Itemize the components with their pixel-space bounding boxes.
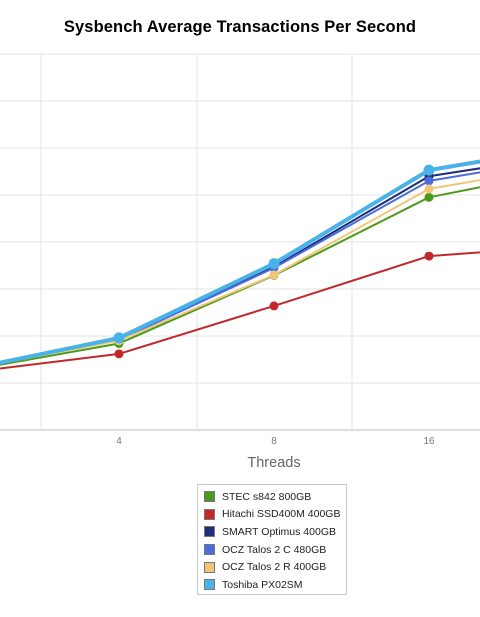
data-point-hitachi-ssd400m-400gb <box>424 251 434 261</box>
x-axis-title: Threads <box>247 455 301 471</box>
data-point-ocz-talos-2-r-400gb <box>424 184 434 194</box>
data-point-ocz-talos-2-c-480gb <box>424 176 434 186</box>
legend-item: STEC s842 800GB <box>204 488 346 506</box>
data-point-hitachi-ssd400m-400gb <box>269 301 279 311</box>
x-tick-label: 16 <box>423 436 435 447</box>
legend-item: Toshiba PX02SM <box>204 576 346 594</box>
data-point-toshiba-px02sm <box>423 164 435 176</box>
data-point-toshiba-px02sm <box>268 258 280 270</box>
line-chart: 4 8 16 <box>0 53 480 447</box>
legend-item: OCZ Talos 2 R 400GB <box>204 558 346 576</box>
data-point-ocz-talos-2-r-400gb <box>269 270 279 280</box>
legend-swatch <box>204 526 215 538</box>
legend-label: OCZ Talos 2 R 400GB <box>222 561 327 574</box>
legend-label: OCZ Talos 2 C 480GB <box>222 543 327 556</box>
legend-item: OCZ Talos 2 C 480GB <box>204 541 346 559</box>
legend-swatch <box>204 508 215 520</box>
legend-item: SMART Optimus 400GB <box>204 523 346 541</box>
legend-label: STEC s842 800GB <box>222 490 312 503</box>
data-point-toshiba-px02sm <box>113 332 125 344</box>
data-point-hitachi-ssd400m-400gb <box>114 349 124 359</box>
legend-label: SMART Optimus 400GB <box>222 525 336 538</box>
legend-swatch <box>204 544 215 556</box>
series-line-hitachi-ssd400m-400gb <box>0 251 480 370</box>
series-line-stec-s842-800gb <box>0 186 480 366</box>
legend-swatch <box>204 579 215 591</box>
legend-label: Hitachi SSD400M 400GB <box>222 508 341 521</box>
legend-swatch <box>204 491 215 503</box>
data-point-stec-s842-800gb <box>424 192 434 202</box>
chart-legend: STEC s842 800GB Hitachi SSD400M 400GB SMAR… <box>197 484 347 595</box>
legend-label: Toshiba PX02SM <box>222 578 303 591</box>
legend-item: Hitachi SSD400M 400GB <box>204 506 346 524</box>
legend-swatch <box>204 561 215 573</box>
x-tick-label: 8 <box>271 436 277 447</box>
chart-title: Sysbench Average Transactions Per Second <box>63 18 417 36</box>
x-tick-label: 4 <box>116 436 122 447</box>
